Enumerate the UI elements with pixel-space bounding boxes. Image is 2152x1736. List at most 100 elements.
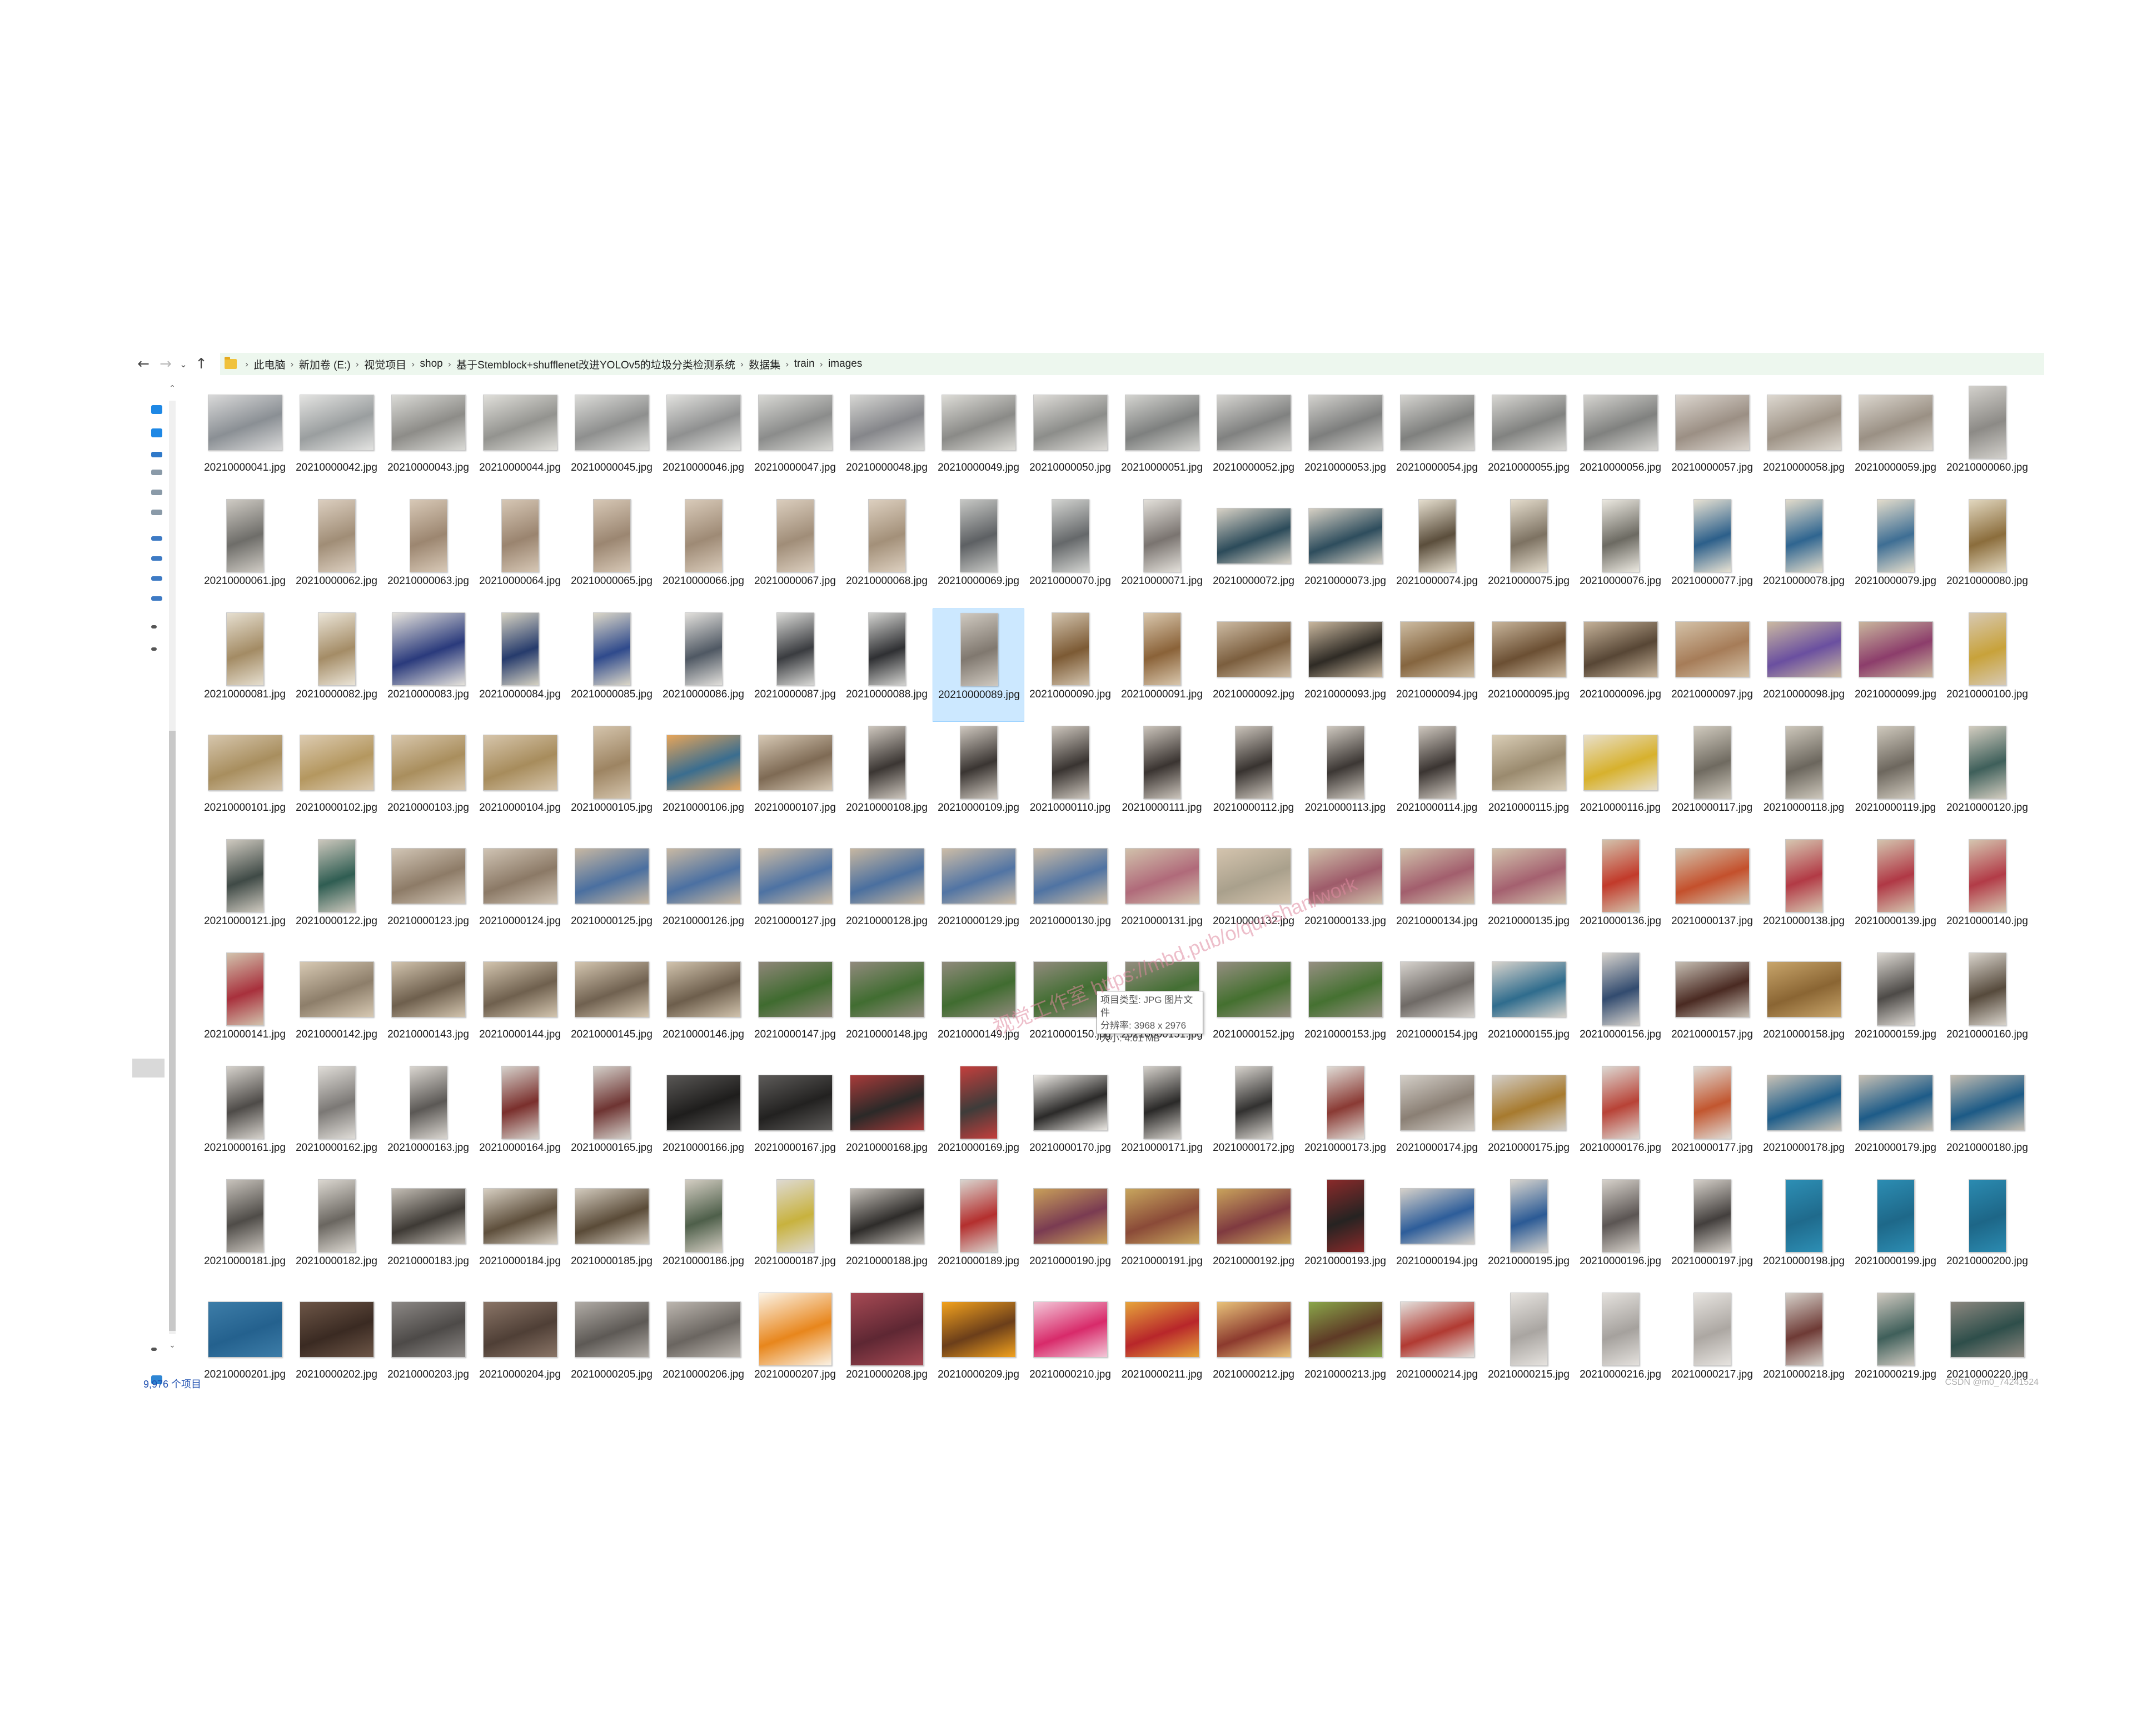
file-item[interactable]: 20210000212.jpg [1208, 1289, 1299, 1402]
file-item[interactable]: 20210000076.jpg [1575, 495, 1666, 608]
file-item[interactable]: 20210000126.jpg [657, 835, 749, 949]
file-item[interactable]: 20210000172.jpg [1208, 1062, 1299, 1175]
file-item[interactable]: 20210000173.jpg [1299, 1062, 1391, 1175]
file-item[interactable]: 20210000216.jpg [1575, 1289, 1666, 1402]
file-item[interactable]: 20210000092.jpg [1208, 608, 1299, 722]
file-item[interactable]: 20210000080.jpg [1941, 495, 2033, 608]
breadcrumb-shop[interactable]: shop [420, 358, 443, 370]
file-item[interactable]: 20210000073.jpg [1299, 495, 1391, 608]
file-item[interactable]: 20210000153.jpg [1299, 949, 1391, 1062]
file-item[interactable]: 20210000064.jpg [474, 495, 566, 608]
file-item[interactable]: 20210000055.jpg [1483, 382, 1575, 495]
file-item[interactable]: 20210000146.jpg [657, 949, 749, 1062]
file-item[interactable]: 20210000156.jpg [1575, 949, 1666, 1062]
file-item[interactable]: 20210000044.jpg [474, 382, 566, 495]
file-item[interactable]: 20210000065.jpg [566, 495, 657, 608]
file-item[interactable]: 20210000177.jpg [1666, 1062, 1758, 1175]
chevron-down-icon[interactable]: ⌄ [180, 358, 187, 370]
file-item[interactable]: 20210000114.jpg [1391, 722, 1483, 835]
file-item[interactable]: 20210000187.jpg [749, 1175, 841, 1289]
file-item[interactable]: 20210000202.jpg [291, 1289, 382, 1402]
file-item[interactable]: 20210000183.jpg [382, 1175, 474, 1289]
file-item[interactable]: 20210000113.jpg [1299, 722, 1391, 835]
file-item[interactable]: 20210000204.jpg [474, 1289, 566, 1402]
file-item[interactable]: 20210000145.jpg [566, 949, 657, 1062]
chevron-right-icon[interactable]: › [411, 358, 415, 370]
file-item[interactable]: 20210000138.jpg [1758, 835, 1850, 949]
file-item[interactable]: 20210000109.jpg [933, 722, 1024, 835]
file-item[interactable]: 20210000104.jpg [474, 722, 566, 835]
drive-icon[interactable] [151, 576, 162, 581]
file-item[interactable]: 20210000124.jpg [474, 835, 566, 949]
file-item[interactable]: 20210000186.jpg [657, 1175, 749, 1289]
file-item[interactable]: 20210000220.jpg [1941, 1289, 2033, 1402]
file-item[interactable]: 20210000112.jpg [1208, 722, 1299, 835]
file-item[interactable]: 20210000218.jpg [1758, 1289, 1850, 1402]
file-item[interactable]: 20210000168.jpg [841, 1062, 933, 1175]
file-item[interactable]: 20210000157.jpg [1666, 949, 1758, 1062]
drive-icon[interactable] [151, 536, 162, 541]
file-item[interactable]: 20210000060.jpg [1941, 382, 2033, 495]
file-item[interactable]: 20210000110.jpg [1024, 722, 1116, 835]
file-item[interactable]: 20210000061.jpg [199, 495, 291, 608]
file-item[interactable]: 20210000208.jpg [841, 1289, 933, 1402]
file-item[interactable]: 20210000170.jpg [1024, 1062, 1116, 1175]
onedrive-icon[interactable] [151, 428, 162, 437]
file-item[interactable]: 20210000206.jpg [657, 1289, 749, 1402]
drive-icon[interactable] [151, 625, 157, 628]
file-item[interactable]: 20210000050.jpg [1024, 382, 1116, 495]
file-item[interactable]: 20210000125.jpg [566, 835, 657, 949]
file-item[interactable]: 20210000077.jpg [1666, 495, 1758, 608]
file-item[interactable]: 20210000054.jpg [1391, 382, 1483, 495]
file-item[interactable]: 20210000217.jpg [1666, 1289, 1758, 1402]
file-item[interactable]: 20210000130.jpg [1024, 835, 1116, 949]
up-arrow-icon[interactable]: ↑ [195, 356, 207, 372]
file-item[interactable]: 20210000111.jpg [1116, 722, 1208, 835]
breadcrumb[interactable]: › 此电脑 › 新加卷 (E:) › 视觉项目 › shop › 基于Stemb… [220, 353, 2044, 375]
file-item[interactable]: 20210000094.jpg [1391, 608, 1483, 722]
file-item[interactable]: 20210000198.jpg [1758, 1175, 1850, 1289]
breadcrumb-this-pc[interactable]: 此电脑 [253, 359, 286, 371]
file-item[interactable]: 20210000182.jpg [291, 1175, 382, 1289]
file-item[interactable]: 20210000159.jpg [1850, 949, 1941, 1062]
file-item[interactable]: 20210000137.jpg [1666, 835, 1758, 949]
file-item[interactable]: 20210000200.jpg [1941, 1175, 2033, 1289]
file-item[interactable]: 20210000133.jpg [1299, 835, 1391, 949]
onedrive-icon[interactable] [151, 405, 162, 414]
file-item[interactable]: 20210000071.jpg [1116, 495, 1208, 608]
file-item[interactable]: 20210000139.jpg [1850, 835, 1941, 949]
file-item[interactable]: 20210000196.jpg [1575, 1175, 1666, 1289]
file-item[interactable]: 20210000072.jpg [1208, 495, 1299, 608]
breadcrumb-images[interactable]: images [828, 358, 863, 370]
file-item[interactable]: 20210000154.jpg [1391, 949, 1483, 1062]
chevron-right-icon[interactable]: › [355, 358, 360, 370]
file-item[interactable]: 20210000174.jpg [1391, 1062, 1483, 1175]
file-item[interactable]: 20210000169.jpg [933, 1062, 1024, 1175]
file-item[interactable]: 20210000059.jpg [1850, 382, 1941, 495]
file-item[interactable]: 20210000049.jpg [933, 382, 1024, 495]
file-item[interactable]: 20210000140.jpg [1941, 835, 2033, 949]
chevron-right-icon[interactable]: › [290, 358, 294, 370]
file-item[interactable]: 20210000053.jpg [1299, 382, 1391, 495]
file-item[interactable]: 20210000190.jpg [1024, 1175, 1116, 1289]
scroll-up-icon[interactable]: ⌃ [169, 384, 176, 393]
file-item[interactable]: 20210000180.jpg [1941, 1062, 2033, 1175]
file-item[interactable]: 20210000120.jpg [1941, 722, 2033, 835]
file-item[interactable]: 20210000165.jpg [566, 1062, 657, 1175]
file-item[interactable]: 20210000107.jpg [749, 722, 841, 835]
breadcrumb-drive[interactable]: 新加卷 (E:) [298, 359, 351, 371]
file-item[interactable]: 20210000136.jpg [1575, 835, 1666, 949]
drive-icon[interactable] [151, 596, 162, 601]
file-item[interactable]: 20210000188.jpg [841, 1175, 933, 1289]
file-item[interactable]: 20210000167.jpg [749, 1062, 841, 1175]
file-item[interactable]: 20210000199.jpg [1850, 1175, 1941, 1289]
file-item[interactable]: 20210000144.jpg [474, 949, 566, 1062]
file-item[interactable]: 20210000096.jpg [1575, 608, 1666, 722]
file-item[interactable]: 20210000207.jpg [749, 1289, 841, 1402]
file-item[interactable]: 20210000048.jpg [841, 382, 933, 495]
file-item[interactable]: 20210000095.jpg [1483, 608, 1575, 722]
file-item[interactable]: 20210000087.jpg [749, 608, 841, 722]
file-item[interactable]: 20210000215.jpg [1483, 1289, 1575, 1402]
file-item[interactable]: 20210000163.jpg [382, 1062, 474, 1175]
file-item[interactable]: 20210000102.jpg [291, 722, 382, 835]
